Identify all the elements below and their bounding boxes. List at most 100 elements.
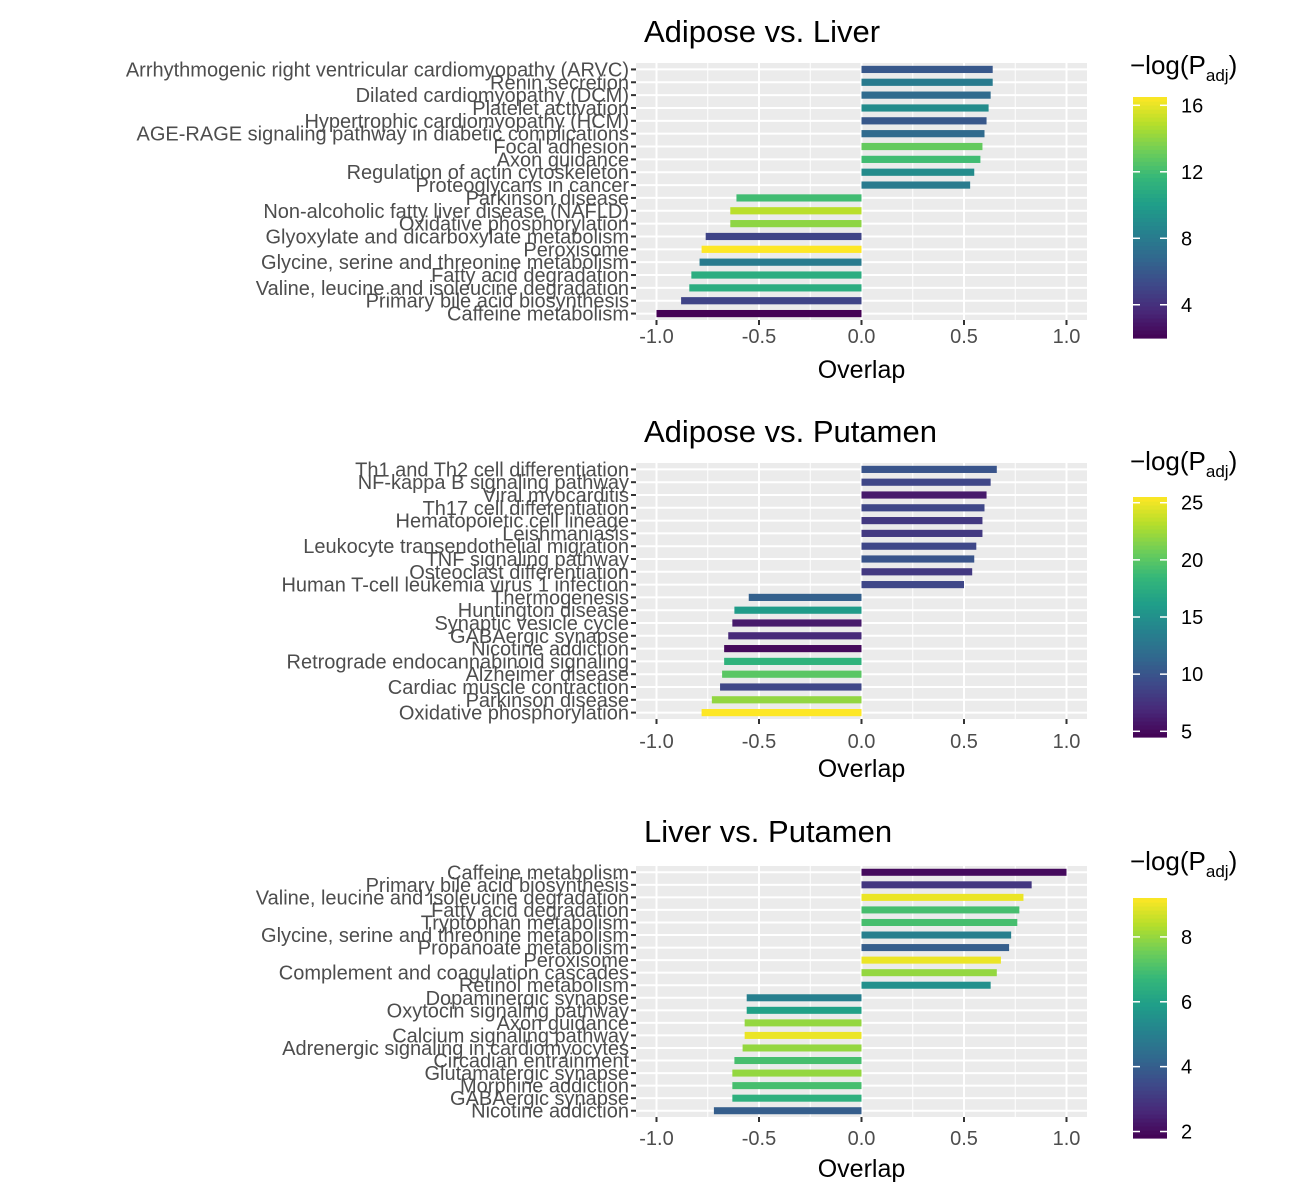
legend-gradient-segment [1133,125,1167,130]
legend-gradient-segment [1133,697,1167,702]
x-tick-label: 1.0 [1053,1128,1081,1150]
category-label: Non-alcoholic fatty liver disease (NAFLD… [263,201,629,223]
bar [861,956,1001,964]
category-label: Human T-cell leukemia virus 1 infection [281,575,629,597]
bar [861,542,977,550]
legend-gradient-segment [1133,317,1167,323]
x-axis-title: Overlap [818,356,906,384]
legend-gradient-segment [1133,249,1167,255]
category-label: Platelet activation [472,98,629,120]
bar [681,297,862,305]
category-label: Dopaminergic synapse [426,988,629,1010]
bar [713,1107,862,1115]
legend-gradient-segment [1133,669,1167,674]
legend-gradient-segment [1133,1022,1167,1027]
category-label: Huntington disease [458,600,629,622]
category-label: Peroxisome [523,239,629,261]
category-label: AGE-RAGE signaling pathway in diabetic c… [137,124,629,146]
category-label: Osteoclast differentiation [409,562,629,584]
legend-gradient-segment [1133,645,1167,650]
bar [732,619,862,627]
legend-gradient-segment [1133,217,1167,223]
bar [861,478,991,486]
bar [746,1006,862,1014]
legend-gradient-segment [1133,1078,1167,1083]
category-label: Nicotine addiction [471,639,629,661]
legend-gradient-segment [1133,101,1167,106]
category-label: Primary bile acid biosynthesis [366,875,629,897]
bar [732,1094,862,1102]
legend-tick-label: 20 [1181,550,1203,572]
legend-gradient-segment [1133,954,1167,959]
bar [861,893,1024,901]
category-label: Renin secretion [490,72,629,94]
legend-gradient-segment [1133,133,1167,138]
legend-gradient-segment [1133,565,1167,570]
legend-gradient-segment [1133,225,1167,231]
legend-gradient-segment [1133,1114,1167,1119]
legend-gradient-segment [1133,926,1167,931]
bar [861,555,975,563]
legend-gradient-segment [1133,1010,1167,1015]
bar [861,918,1018,926]
legend-gradient-segment [1133,109,1167,114]
legend-gradient-segment [1133,1118,1167,1123]
category-label: Hematopoietic cell lineage [396,511,629,533]
legend-gradient-segment [1133,537,1167,542]
legend-gradient-segment [1133,549,1167,554]
y-axis-ticks [631,68,636,315]
legend-gradient-segment [1133,693,1167,698]
category-label: Adrenergic signaling in cardiomyocytes [282,1038,629,1060]
legend-gradient-segment [1133,169,1167,174]
bar [748,593,862,601]
legend-gradient-segment [1133,293,1167,299]
category-label: Valine, leucine and isoleucine degradati… [256,887,629,909]
bar [691,271,862,279]
bar [724,657,862,665]
category-label: Oxidative phosphorylation [399,703,629,725]
category-label: Th1 and Th2 cell differentiation [355,459,629,481]
category-label: Hypertrophic cardiomyopathy (HCM) [304,111,629,133]
category-label: Regulation of actin cytoskeleton [347,162,629,184]
category-label: Th17 cell differentiation [423,498,629,520]
legend-gradient-segment [1133,509,1167,514]
legend-gradient-segment [1133,625,1167,630]
legend-gradient-segment [1133,1106,1167,1111]
legend-gradient-segment [1133,281,1167,287]
bar [861,981,991,989]
panel-title: Liver vs. Putamen [644,814,892,849]
bar [711,696,862,704]
legend-gradient-segment [1133,245,1167,251]
legend-gradient-segment [1133,681,1167,686]
legend-gradient-segment [1133,1090,1167,1095]
category-label: Arrhythmogenic right ventricular cardiom… [126,59,629,81]
legend-gradient-segment [1133,1018,1167,1023]
category-labels: Arrhythmogenic right ventricular cardiom… [126,59,629,325]
category-label: Parkinson disease [466,690,629,712]
legend-gradient-segment [1133,149,1167,154]
legend-gradient-segment [1133,521,1167,526]
category-labels: Th1 and Th2 cell differentiationNF-kappa… [281,459,629,724]
legend-gradient-segment [1133,721,1167,726]
legend-gradient-segment [1133,1126,1167,1131]
legend-gradient-segment [1133,930,1167,935]
bar [732,1082,862,1090]
legend-gradient-segment [1133,922,1167,927]
bar [730,220,862,228]
category-label: Valine, leucine and isoleucine degradati… [256,278,629,300]
legend-gradient-segment [1133,529,1167,534]
legend-gradient-segment [1133,165,1167,170]
category-label: Complement and coagulation cascades [279,963,629,985]
legend-title: −log(Padj) [1130,846,1237,881]
legend-gradient-segment [1133,501,1167,506]
legend-gradient-segment [1133,1082,1167,1087]
legend-gradient-segment [1133,1102,1167,1107]
bar [861,117,987,125]
legend-gradient-segment [1133,277,1167,283]
bar [861,181,971,189]
bar [861,155,981,163]
legend-gradient-segment [1133,301,1167,307]
bar [861,104,989,112]
bar [742,1044,862,1052]
bar [861,465,997,473]
